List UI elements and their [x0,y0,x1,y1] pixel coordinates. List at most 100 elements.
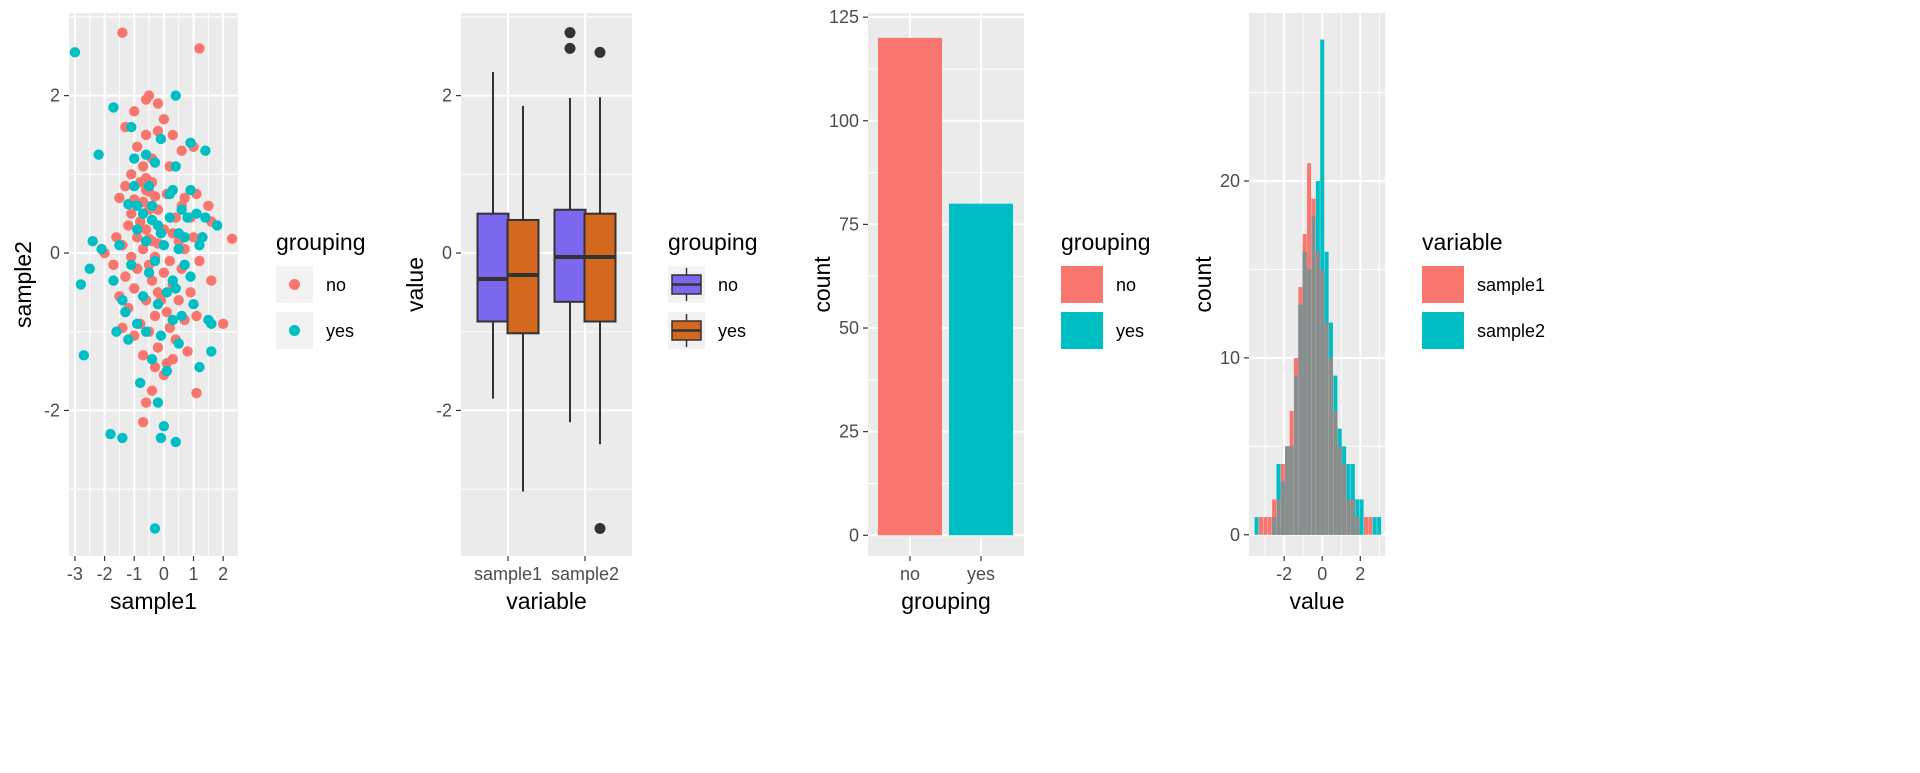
scatter-point [120,271,131,282]
hist-bar-overlap [1289,446,1294,535]
scatter-point [137,161,149,172]
x-axis-title: grouping [901,588,991,614]
x-tick-label: 1 [189,564,199,584]
scatter-point [120,306,131,318]
x-tick-label: sample2 [551,564,619,584]
legend-label: no [718,275,738,295]
x-tick-label: 2 [1355,564,1365,584]
scatter-point [173,338,184,349]
legend-label: no [326,275,346,295]
hist-bar-overlap [1315,251,1320,535]
scatter-point [164,322,176,333]
hist-bar-overlap [1298,304,1303,535]
hist-bar-sample1 [1258,517,1263,535]
y-tick-label: 10 [1220,348,1240,368]
scatter-point [164,188,176,200]
hist-bar-overlap [1311,216,1316,535]
scatter-point [117,432,128,444]
scatter-point [126,259,137,271]
y-tick-label: 25 [839,422,859,442]
scatter-point [212,220,223,231]
scatter-point [217,318,229,330]
scatter-point [93,149,104,160]
hist-bar-sample2 [1359,499,1364,535]
scatter-point [191,387,202,399]
scatter-point [143,180,155,192]
scatter-point [140,94,152,105]
scatter-point [164,255,176,267]
y-tick-label: 100 [829,111,859,131]
scatter-point [96,243,107,255]
hist-bar-sample1 [1368,517,1373,535]
scatter-point [176,204,187,215]
x-tick-label: sample1 [474,564,542,584]
scatter-point [161,306,173,318]
box-outlier [564,42,576,54]
scatter-point [167,314,178,326]
legend-key-point [289,325,300,336]
scatter-point [146,200,158,212]
scatter-point [206,318,217,330]
scatter-point [167,275,178,286]
scatter-point [108,259,119,271]
scatter-point [170,283,181,294]
bar-no [878,37,942,536]
scatter-point [188,298,199,310]
scatter-point [140,224,152,235]
legend-label: yes [326,321,354,341]
y-tick-label: 125 [829,7,859,27]
scatter-point [137,350,149,361]
scatter-point [140,149,152,160]
scatter-point [120,180,131,192]
x-axis-title: variable [506,588,587,614]
scatter-point [176,145,187,156]
scatter-point [146,354,158,365]
scatter-point [194,239,205,251]
legend-key-swatch [1422,266,1464,303]
scatter-point [155,228,167,239]
bar-yes [949,203,1013,536]
y-tick-label: 0 [50,243,60,263]
scatter-point [203,200,214,212]
box-outlier [564,27,576,39]
box-outlier [594,46,606,58]
scatter-point [69,47,81,58]
scatter-point [194,255,205,267]
hist-bar-overlap [1307,269,1312,535]
legend-label: sample2 [1477,321,1545,341]
legend-key-point [289,279,300,290]
scatter-point [108,102,119,113]
y-tick-label: 2 [442,86,452,106]
scatter-point [152,220,164,231]
scatter-point [140,129,152,141]
scatter-point [173,228,184,239]
hist-bar-sample1 [1263,517,1268,535]
scatter-point [206,346,217,357]
legend-label: sample1 [1477,275,1545,295]
scatter-point [126,121,137,133]
scatter-point [137,208,149,219]
legend-4: variable sample1 sample2 [1422,229,1545,349]
scatter-point [185,184,196,196]
scatter-point [111,326,122,337]
hist-bar-overlap [1346,499,1351,535]
y-tick-label: -2 [44,400,60,420]
x-axis-title: value [1290,588,1345,614]
y-axis-title: sample2 [10,241,36,328]
hist-bar-overlap [1355,517,1360,535]
x-tick-label: -1 [126,564,142,584]
hist-bar-overlap [1350,499,1355,535]
scatter-point [164,212,176,223]
scatter-point [146,385,158,396]
scatter-point [146,275,158,286]
scatter-point [155,133,167,145]
hist-bar-sample2 [1254,517,1259,535]
legend-key-swatch [1061,312,1103,349]
scatter-point [200,212,211,223]
scatter-point [161,357,173,369]
scatter-point [131,224,143,235]
scatter-point [173,243,184,255]
x-tick-label: yes [967,564,995,584]
